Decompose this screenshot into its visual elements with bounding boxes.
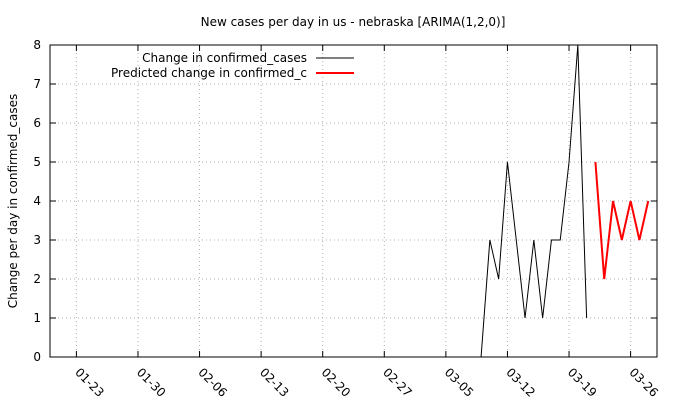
ticks: 0 1 2 3 4 5 6 7 8 01-23 01-30 02-06 02-13 02-20 02-27 0… — [33, 38, 661, 400]
chart-title: New cases per day in us - nebraska [ARIM… — [201, 15, 506, 29]
series-line-2 — [594, 161, 650, 280]
y-tick-label: 2 — [33, 272, 41, 286]
legend-label-1: Change in confirmed_cases — [142, 51, 307, 65]
y-tick-label: 5 — [33, 155, 41, 169]
y-axis-label: Change per day in confirmed_cases — [6, 94, 20, 309]
x-tick-label: 03-19 — [565, 365, 600, 400]
x-tick-label: 03-05 — [442, 365, 477, 400]
y-tick-label: 0 — [33, 350, 41, 364]
y-tick-label: 8 — [33, 38, 41, 52]
y-tick-label: 1 — [33, 311, 41, 325]
x-tick-label: 01-30 — [134, 365, 169, 400]
x-tick-label: 03-26 — [626, 365, 661, 400]
x-tick-label: 02-20 — [319, 365, 354, 400]
y-tick-label: 4 — [33, 194, 41, 208]
series-layer — [480, 44, 650, 358]
x-tick-label: 02-13 — [257, 365, 292, 400]
grid — [50, 45, 657, 357]
x-tick-label: 01-23 — [72, 365, 107, 400]
plot-frame — [49, 44, 658, 358]
y-tick-label: 6 — [33, 116, 41, 130]
x-tick-label: 03-12 — [503, 365, 538, 400]
y-tick-label: 7 — [33, 77, 41, 91]
legend-label-2: Predicted change in confirmed_c — [111, 66, 307, 80]
y-tick-label: 3 — [33, 233, 41, 247]
series-line-1 — [480, 44, 588, 358]
x-tick-label: 02-27 — [380, 365, 415, 400]
x-tick-label: 02-06 — [195, 365, 230, 400]
